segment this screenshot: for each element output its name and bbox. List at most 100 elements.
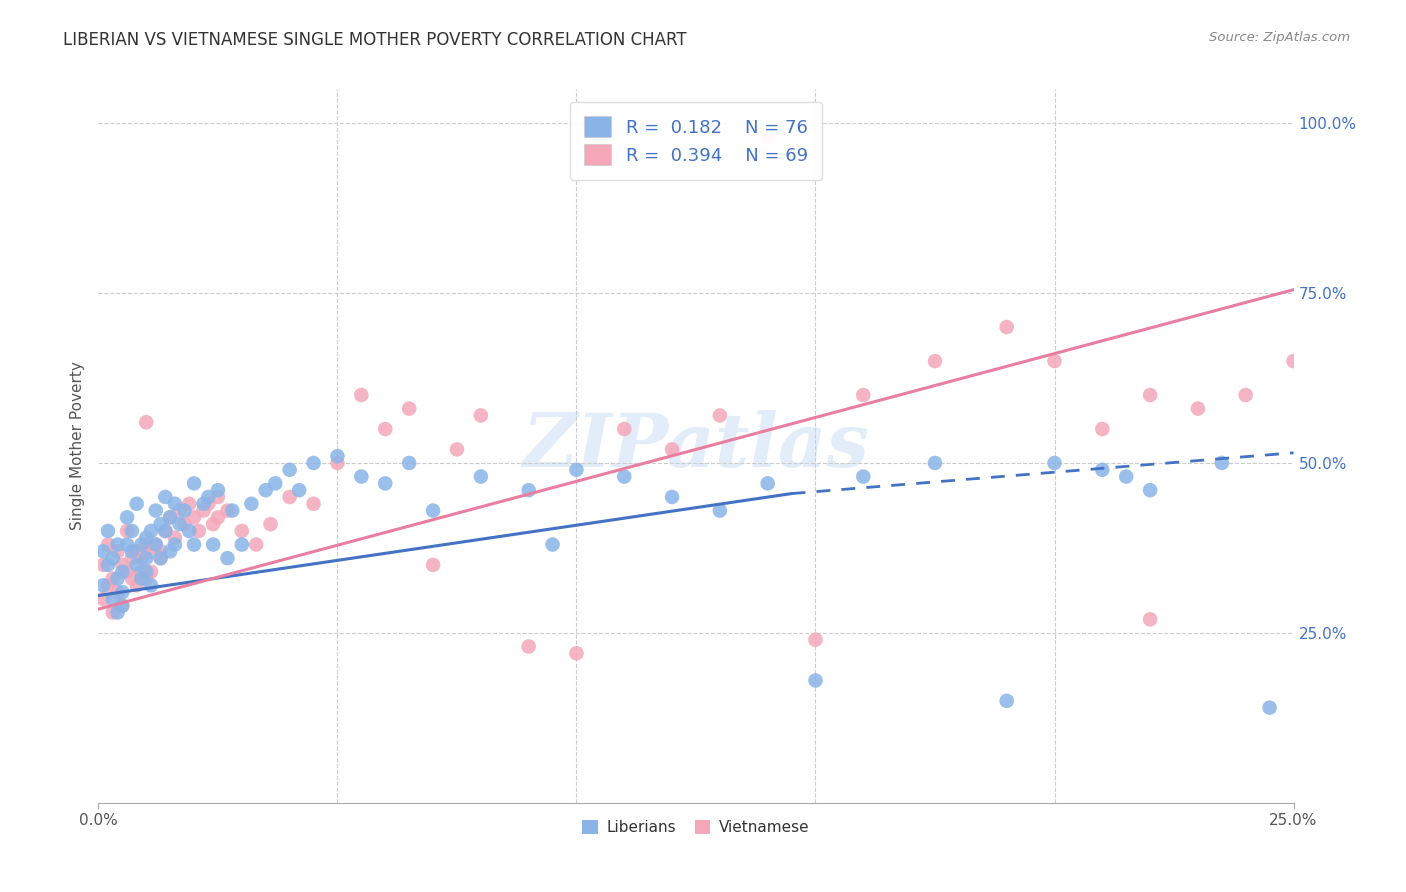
Point	[125, 544, 148, 558]
Point	[193, 503, 215, 517]
Point	[254, 483, 277, 498]
Point	[131, 565, 153, 579]
Point	[398, 456, 420, 470]
Point	[264, 476, 287, 491]
Point	[139, 578, 162, 592]
Point	[259, 517, 281, 532]
Point	[169, 517, 191, 532]
Point	[350, 469, 373, 483]
Point	[470, 469, 492, 483]
Point	[139, 524, 162, 538]
Point	[565, 463, 588, 477]
Point	[202, 537, 225, 551]
Point	[149, 551, 172, 566]
Point	[115, 510, 138, 524]
Point	[91, 591, 114, 606]
Point	[565, 646, 588, 660]
Point	[183, 537, 205, 551]
Point	[101, 551, 124, 566]
Point	[446, 442, 468, 457]
Point	[1091, 463, 1114, 477]
Point	[107, 585, 129, 599]
Point	[101, 572, 124, 586]
Point	[121, 572, 143, 586]
Point	[202, 517, 225, 532]
Point	[517, 483, 540, 498]
Point	[278, 490, 301, 504]
Point	[422, 503, 444, 517]
Point	[111, 558, 134, 572]
Point	[163, 537, 186, 551]
Point	[135, 572, 157, 586]
Point	[1139, 388, 1161, 402]
Point	[302, 456, 325, 470]
Point	[240, 497, 263, 511]
Point	[1139, 612, 1161, 626]
Point	[159, 544, 181, 558]
Point	[1187, 401, 1209, 416]
Point	[374, 476, 396, 491]
Point	[149, 544, 172, 558]
Point	[97, 558, 120, 572]
Point	[995, 694, 1018, 708]
Point	[288, 483, 311, 498]
Point	[135, 551, 157, 566]
Point	[278, 463, 301, 477]
Point	[207, 490, 229, 504]
Point	[1258, 700, 1281, 714]
Point	[1139, 483, 1161, 498]
Point	[613, 422, 636, 436]
Point	[145, 503, 167, 517]
Point	[139, 544, 162, 558]
Point	[517, 640, 540, 654]
Point	[91, 578, 114, 592]
Point	[135, 531, 157, 545]
Point	[326, 456, 349, 470]
Point	[135, 537, 157, 551]
Point	[163, 497, 186, 511]
Point	[709, 503, 731, 517]
Point	[1115, 469, 1137, 483]
Point	[183, 510, 205, 524]
Point	[121, 544, 143, 558]
Point	[125, 497, 148, 511]
Point	[1043, 456, 1066, 470]
Point	[107, 606, 129, 620]
Text: LIBERIAN VS VIETNAMESE SINGLE MOTHER POVERTY CORRELATION CHART: LIBERIAN VS VIETNAMESE SINGLE MOTHER POV…	[63, 31, 688, 49]
Point	[183, 476, 205, 491]
Point	[995, 320, 1018, 334]
Point	[221, 503, 243, 517]
Point	[1282, 354, 1305, 368]
Legend: Liberians, Vietnamese: Liberians, Vietnamese	[576, 814, 815, 841]
Point	[97, 578, 120, 592]
Point	[924, 354, 946, 368]
Point	[197, 497, 219, 511]
Point	[149, 551, 172, 566]
Point	[924, 456, 946, 470]
Point	[125, 558, 148, 572]
Point	[374, 422, 396, 436]
Point	[115, 524, 138, 538]
Point	[91, 558, 114, 572]
Point	[159, 510, 181, 524]
Point	[125, 578, 148, 592]
Point	[145, 537, 167, 551]
Point	[111, 565, 134, 579]
Point	[231, 524, 253, 538]
Point	[173, 517, 195, 532]
Point	[155, 524, 177, 538]
Point	[131, 572, 153, 586]
Point	[661, 442, 683, 457]
Point	[135, 415, 157, 429]
Point	[661, 490, 683, 504]
Point	[107, 537, 129, 551]
Point	[101, 591, 124, 606]
Point	[159, 510, 181, 524]
Point	[149, 517, 172, 532]
Point	[804, 632, 827, 647]
Point	[852, 469, 875, 483]
Point	[217, 503, 239, 517]
Point	[350, 388, 373, 402]
Text: Source: ZipAtlas.com: Source: ZipAtlas.com	[1209, 31, 1350, 45]
Point	[121, 551, 143, 566]
